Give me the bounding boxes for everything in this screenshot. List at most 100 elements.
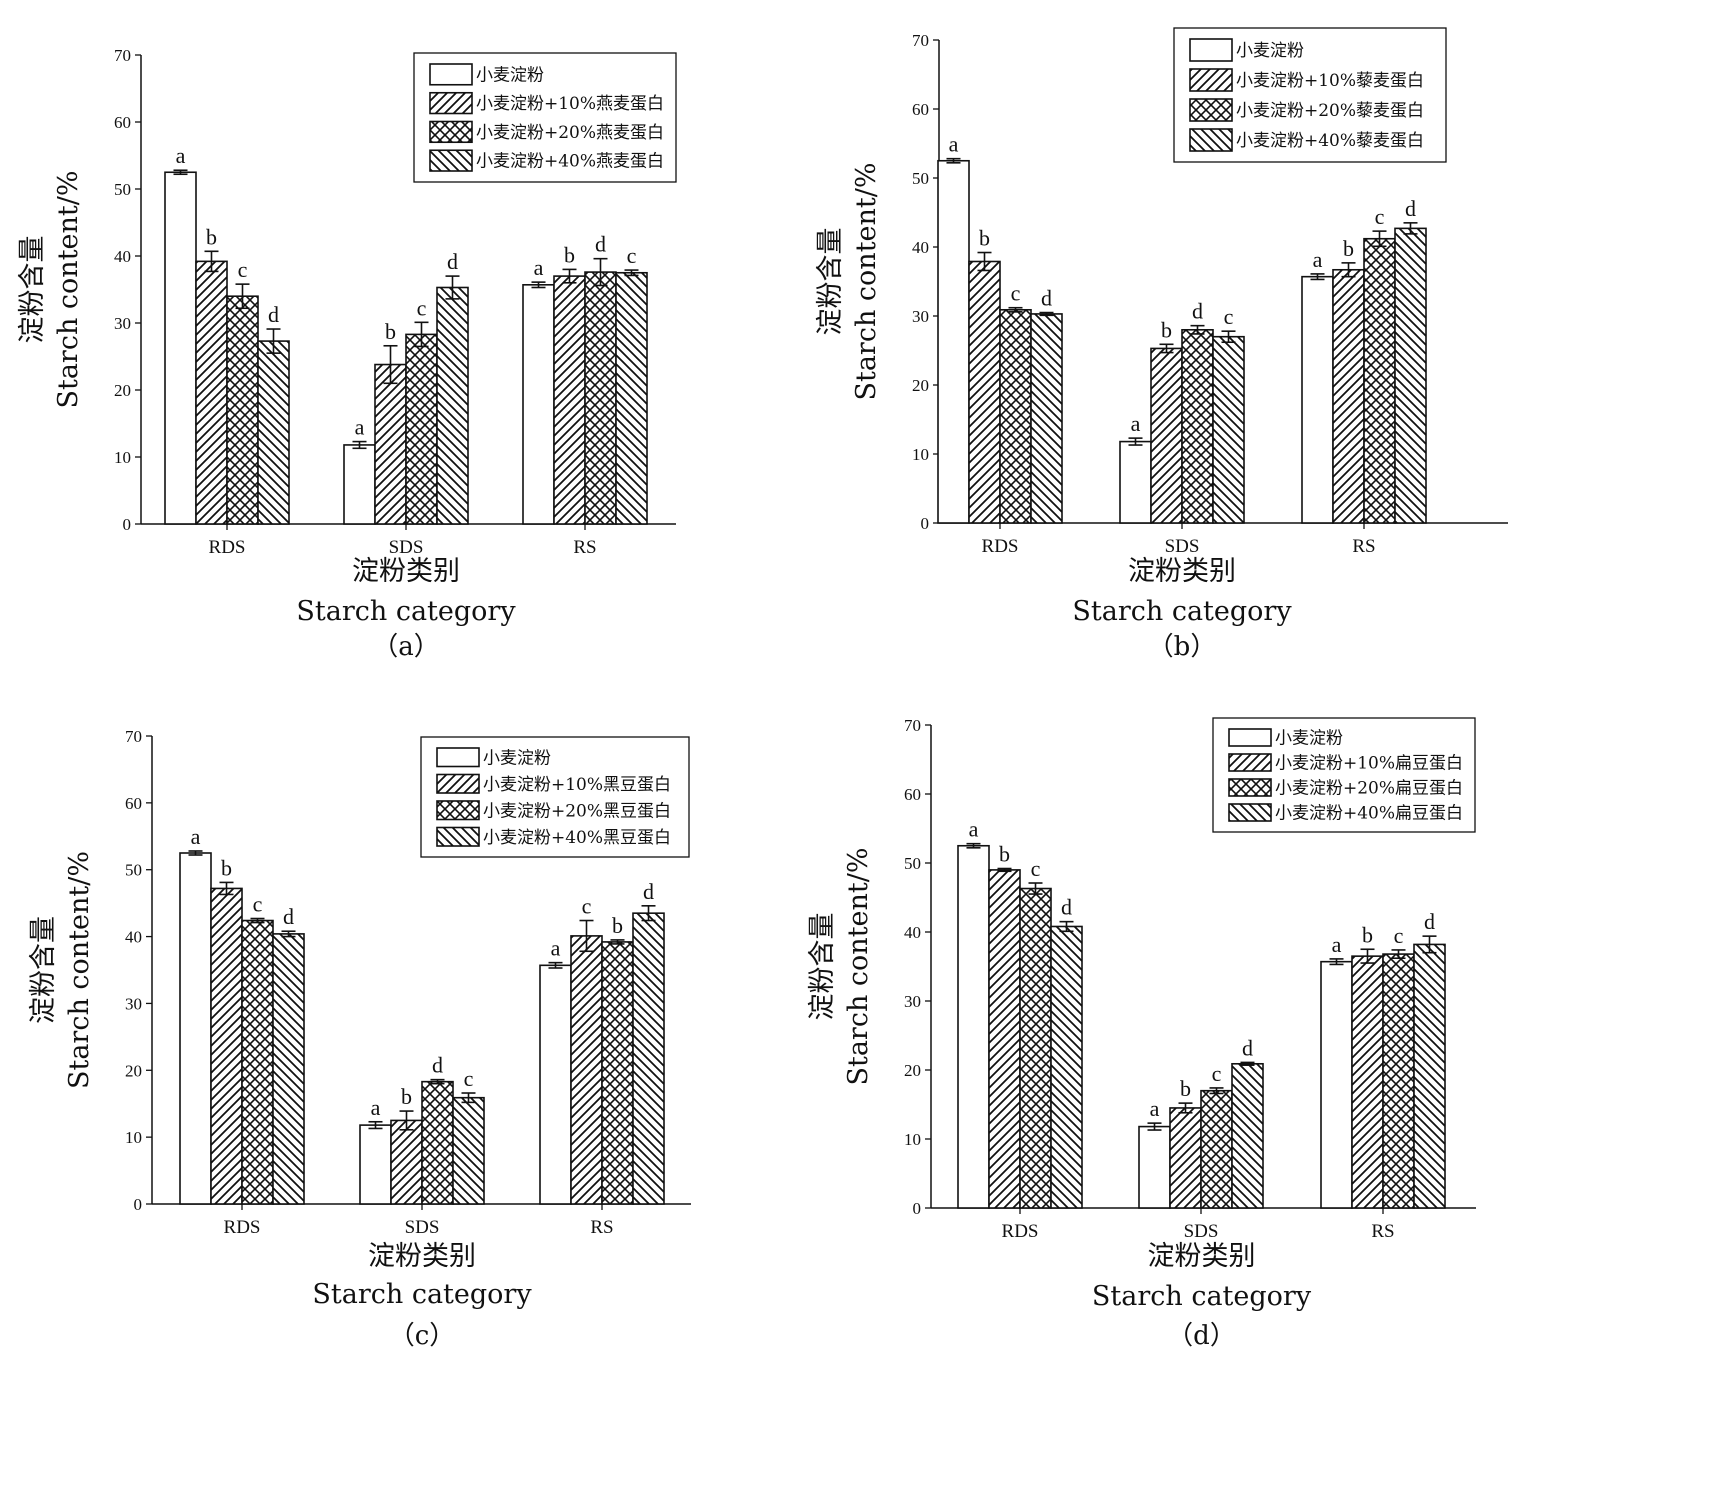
panel-label: （c）: [389, 1321, 456, 1351]
significance-letter: c: [464, 1066, 474, 1091]
bar-rds-series-3: [1019, 887, 1052, 1209]
x-category-label: RS: [1371, 1221, 1394, 1242]
panel-label: （b）: [1148, 632, 1217, 662]
y-tick-label: 70: [904, 716, 921, 735]
chart-panel-b: 0 10 20 30 40 50 60 70 RDS a b c d SDS a b d c RS a b c d 小麦淀粉小…: [815, 0, 1713, 744]
y-tick-label: 10: [904, 1130, 921, 1149]
panel-label: （d）: [1167, 1321, 1236, 1351]
y-tick-label: 20: [904, 1061, 921, 1080]
significance-letter: b: [1161, 317, 1172, 342]
x-category-label: RDS: [1002, 1221, 1039, 1242]
y-tick-label: 10: [114, 448, 131, 467]
legend-entry-label: 小麦淀粉: [476, 65, 544, 85]
x-category-label: RS: [590, 1217, 613, 1238]
y-axis-title-en: Starch content/%: [64, 851, 95, 1089]
bar-sds-series-4: [436, 286, 469, 525]
bar-rds-series-2: [968, 260, 1001, 524]
y-tick-label: 0: [921, 514, 930, 533]
y-tick-label: 70: [114, 46, 131, 65]
x-category-label: RS: [573, 537, 596, 558]
legend-swatch: [436, 800, 480, 821]
y-tick-label: 60: [125, 794, 142, 813]
significance-letter: c: [238, 257, 248, 282]
y-tick-label: 30: [904, 992, 921, 1011]
significance-letter: c: [627, 243, 637, 268]
significance-letter: b: [1180, 1076, 1191, 1101]
significance-letter: b: [401, 1084, 412, 1109]
y-tick-label: 50: [912, 169, 929, 188]
bar-sds-series-3: [405, 333, 438, 525]
legend-swatch: [429, 63, 473, 86]
y-tick-label: 20: [125, 1061, 142, 1080]
bar-sds-series-4: [1212, 335, 1245, 524]
legend-swatch: [1189, 38, 1233, 62]
significance-letter: b: [979, 226, 990, 251]
bar-rds-series-3: [999, 308, 1032, 524]
legend-swatch: [1189, 98, 1233, 122]
bar-rds-series-1: [164, 171, 197, 525]
x-category-label: SDS: [389, 537, 424, 558]
legend-entry-label: 小麦淀粉+20%黑豆蛋白: [483, 801, 671, 821]
bar-sds-series-4: [1231, 1062, 1264, 1209]
x-axis-title-cn: 淀粉类别: [368, 1241, 476, 1272]
legend-swatch: [1228, 753, 1272, 772]
significance-letter: a: [551, 936, 561, 961]
x-axis-title-cn: 淀粉类别: [1148, 1241, 1256, 1272]
bar-rds-series-2: [988, 869, 1021, 1209]
legend-swatch: [1228, 778, 1272, 797]
significance-letter: a: [1332, 932, 1342, 957]
significance-letter: a: [191, 824, 201, 849]
bar-rds-series-4: [1050, 925, 1083, 1209]
x-axis-title-cn: 淀粉类别: [1128, 556, 1236, 587]
significance-letter: c: [1375, 204, 1385, 229]
significance-letter: d: [1242, 1035, 1253, 1060]
significance-letter: d: [643, 879, 654, 904]
bar-sds-series-2: [1169, 1107, 1202, 1209]
legend-entry-label: 小麦淀粉+40%扁豆蛋白: [1275, 804, 1463, 824]
significance-letter: d: [1041, 286, 1052, 311]
significance-letter: d: [1061, 895, 1072, 920]
x-category-label: SDS: [1184, 1221, 1219, 1242]
bar-sds-series-2: [390, 1119, 423, 1205]
x-axis-title-en: Starch category: [312, 1279, 532, 1310]
legend-entry-label: 小麦淀粉+10%燕麦蛋白: [476, 94, 664, 114]
bar-sds-series-2: [374, 363, 407, 525]
legend-entry-label: 小麦淀粉+40%藜麦蛋白: [1236, 131, 1424, 151]
legend-entry-label: 小麦淀粉+10%黑豆蛋白: [483, 775, 671, 795]
y-axis-title-cn: 淀粉含量: [807, 913, 838, 1021]
chart-panel-c: 0 10 20 30 40 50 60 70 RDS a b c d SDS a b d c RS a c b d 小麦淀粉小…: [0, 727, 856, 1489]
bar-rds-series-3: [241, 919, 274, 1205]
chart-panel-d: 0 10 20 30 40 50 60 70 RDS a b c d SDS a b c d RS a b c d 小麦淀粉小…: [807, 716, 1713, 1489]
bar-rds-series-4: [1030, 313, 1063, 524]
significance-letter: c: [1011, 281, 1021, 306]
significance-letter: a: [534, 255, 544, 280]
legend-swatch: [429, 120, 473, 144]
legend-entry-label: 小麦淀粉+20%燕麦蛋白: [476, 123, 664, 143]
y-axis-title-en: Starch content/%: [851, 162, 882, 400]
significance-letter: c: [1394, 923, 1404, 948]
significance-letter: a: [969, 817, 979, 842]
bar-rs-series-3: [584, 271, 617, 525]
significance-letter: b: [612, 913, 623, 938]
y-tick-label: 70: [125, 727, 142, 746]
significance-letter: b: [221, 855, 232, 880]
y-tick-label: 70: [912, 31, 929, 50]
y-tick-label: 40: [904, 923, 921, 942]
significance-letter: d: [283, 904, 294, 929]
legend-swatch: [429, 91, 473, 115]
significance-letter: b: [1343, 236, 1354, 261]
bar-rs-series-1: [1301, 275, 1334, 524]
significance-letter: c: [582, 894, 592, 919]
significance-letter: d: [1192, 299, 1203, 324]
bar-sds-series-3: [1181, 328, 1214, 524]
x-category-label: RS: [1352, 536, 1375, 557]
y-tick-label: 30: [125, 994, 142, 1013]
bar-rs-series-3: [1363, 237, 1396, 524]
significance-letter: a: [1150, 1096, 1160, 1121]
bar-rs-series-1: [522, 284, 555, 525]
bar-rds-series-4: [257, 340, 290, 525]
x-axis-title-en: Starch category: [296, 596, 516, 627]
bar-rds-series-2: [210, 887, 243, 1205]
legend-entry-label: 小麦淀粉+10%藜麦蛋白: [1236, 71, 1424, 91]
